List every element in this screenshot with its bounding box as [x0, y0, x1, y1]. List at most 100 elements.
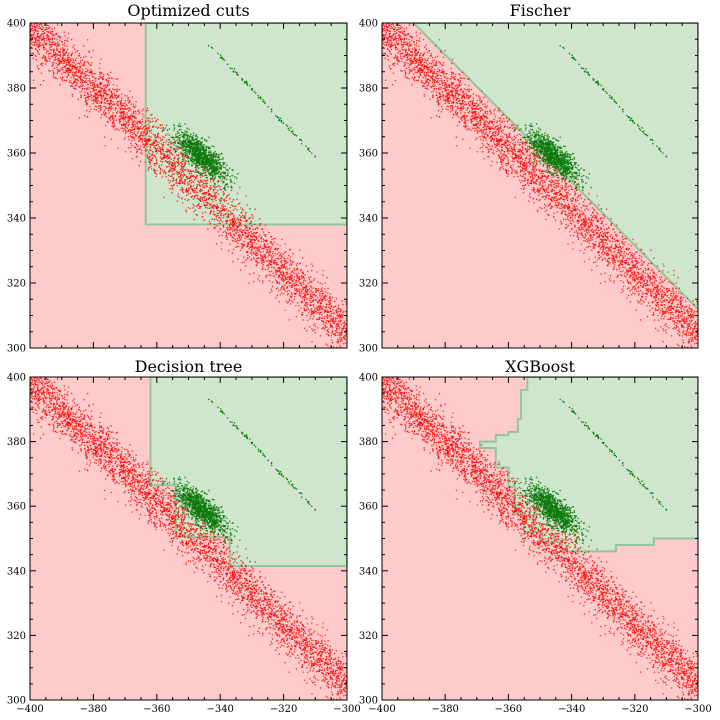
background-point	[223, 192, 225, 195]
signal-point	[210, 46, 213, 49]
background-point	[271, 285, 274, 288]
background-point	[212, 198, 214, 200]
background-point	[193, 218, 196, 221]
background-point	[31, 16, 33, 18]
background-point	[285, 266, 288, 268]
background-point	[248, 238, 250, 241]
background-point	[286, 281, 288, 283]
background-point	[138, 113, 140, 115]
background-point	[98, 107, 100, 110]
background-point	[250, 251, 253, 253]
background-point	[275, 280, 278, 282]
background-point	[200, 205, 203, 208]
background-point	[108, 93, 110, 96]
background-point	[84, 88, 86, 90]
signal-point	[196, 170, 198, 173]
background-point	[149, 139, 151, 142]
background-point	[239, 218, 241, 221]
signal-point	[203, 161, 205, 163]
background-point	[49, 40, 51, 43]
background-point	[156, 169, 158, 172]
background-point	[291, 280, 294, 282]
background-point	[189, 207, 192, 210]
background-point	[267, 251, 270, 253]
background-point	[294, 292, 297, 295]
background-point	[309, 301, 312, 303]
signal-point	[201, 158, 204, 161]
background-point	[246, 204, 249, 206]
background-point	[62, 59, 65, 61]
background-point	[74, 78, 76, 80]
background-point	[319, 308, 321, 310]
background-point	[268, 252, 270, 255]
signal-point	[180, 147, 183, 150]
background-point	[110, 105, 113, 108]
background-point	[145, 134, 147, 136]
background-point	[177, 147, 180, 150]
background-point	[249, 227, 251, 230]
background-point	[236, 228, 238, 231]
background-point	[132, 122, 134, 124]
background-point	[107, 109, 109, 112]
background-point	[100, 88, 102, 91]
background-point	[220, 209, 223, 212]
background-point	[324, 310, 326, 313]
signal-point	[254, 92, 257, 94]
background-point	[262, 251, 264, 253]
background-point	[126, 114, 128, 116]
signal-point	[187, 161, 190, 163]
signal-point	[230, 186, 232, 189]
background-point	[34, 21, 36, 23]
background-point	[156, 136, 159, 138]
background-point	[247, 250, 249, 253]
background-point	[134, 105, 137, 107]
background-point	[583, 230, 585, 233]
background-point	[58, 70, 60, 73]
background-point	[327, 320, 330, 323]
background-point	[327, 328, 329, 330]
background-point	[284, 278, 287, 281]
background-point	[298, 291, 301, 293]
background-point	[79, 59, 82, 62]
background-point	[111, 116, 114, 119]
background-point	[263, 261, 265, 263]
background-point	[154, 117, 156, 119]
background-point	[270, 260, 272, 262]
background-point	[112, 97, 114, 100]
background-point	[82, 76, 85, 79]
background-point	[70, 55, 73, 57]
background-point	[83, 64, 85, 66]
background-point	[239, 269, 242, 272]
background-point	[133, 137, 136, 139]
background-point	[97, 78, 100, 80]
signal-point	[288, 129, 290, 131]
background-point	[289, 259, 291, 261]
signal-point	[187, 157, 189, 160]
background-point	[127, 147, 130, 149]
background-point	[31, 1, 33, 3]
background-point	[141, 153, 143, 155]
background-point	[341, 300, 343, 302]
background-point	[52, 76, 54, 78]
background-point	[285, 262, 287, 264]
background-point	[329, 318, 332, 320]
background-point	[102, 76, 104, 78]
background-point	[242, 234, 244, 236]
background-point	[130, 126, 133, 129]
signal-point	[223, 172, 226, 174]
signal-point	[182, 153, 184, 155]
background-point	[339, 332, 341, 335]
background-point	[120, 123, 123, 126]
background-point	[132, 105, 134, 108]
background-point	[227, 209, 230, 212]
background-point	[86, 70, 88, 73]
background-point	[249, 216, 252, 219]
background-point	[274, 252, 277, 255]
background-point	[196, 175, 198, 177]
background-point	[56, 68, 59, 71]
background-point	[30, 27, 32, 30]
background-point	[163, 153, 166, 156]
background-point	[342, 311, 344, 314]
signal-point	[176, 139, 179, 141]
background-point	[180, 151, 183, 153]
